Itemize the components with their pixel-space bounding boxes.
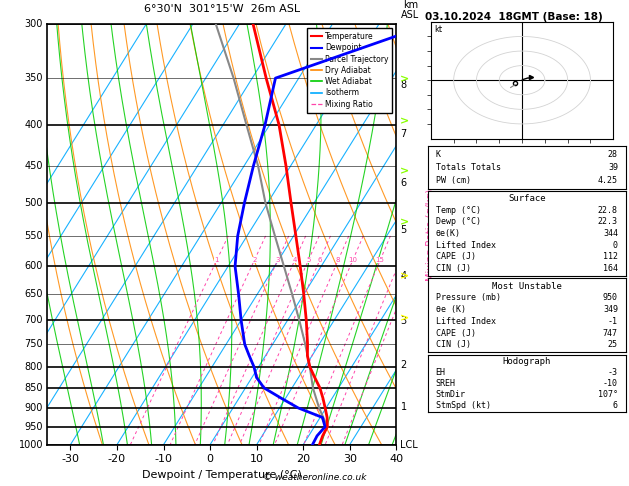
Text: 1: 1 — [214, 258, 219, 263]
Text: 1: 1 — [401, 402, 406, 412]
Text: © weatheronline.co.uk: © weatheronline.co.uk — [263, 473, 366, 482]
Text: 700: 700 — [25, 315, 43, 325]
Text: PW (cm): PW (cm) — [436, 175, 470, 185]
Text: 4.25: 4.25 — [598, 175, 618, 185]
Text: LCL: LCL — [401, 440, 418, 450]
Text: 300: 300 — [25, 19, 43, 29]
Text: Most Unstable: Most Unstable — [492, 281, 562, 291]
Text: θe (K): θe (K) — [436, 305, 465, 314]
Text: Totals Totals: Totals Totals — [436, 163, 501, 172]
Text: Pressure (mb): Pressure (mb) — [436, 294, 501, 302]
Legend: Temperature, Dewpoint, Parcel Trajectory, Dry Adiabat, Wet Adiabat, Isotherm, Mi: Temperature, Dewpoint, Parcel Trajectory… — [307, 28, 392, 112]
Text: 112: 112 — [603, 252, 618, 261]
Text: Temp (°C): Temp (°C) — [436, 206, 481, 215]
Text: 6: 6 — [401, 177, 406, 188]
Text: 5: 5 — [306, 258, 311, 263]
Text: 850: 850 — [25, 383, 43, 393]
Text: 450: 450 — [25, 161, 43, 171]
Text: CIN (J): CIN (J) — [436, 264, 470, 273]
Text: 5: 5 — [401, 225, 407, 235]
Text: 2: 2 — [401, 360, 407, 369]
Text: 2: 2 — [252, 258, 257, 263]
Text: 7: 7 — [401, 129, 407, 139]
Text: 28: 28 — [608, 150, 618, 159]
Text: θe(K): θe(K) — [436, 229, 460, 238]
Text: 350: 350 — [25, 73, 43, 83]
Text: K: K — [436, 150, 441, 159]
Text: 8: 8 — [401, 80, 406, 90]
Text: 39: 39 — [608, 163, 618, 172]
Text: EH: EH — [436, 368, 445, 377]
Text: Surface: Surface — [508, 194, 545, 203]
Text: 4: 4 — [292, 258, 297, 263]
Text: >: > — [399, 313, 409, 324]
Text: 500: 500 — [25, 198, 43, 208]
Text: 6°30'N  301°15'W  26m ASL: 6°30'N 301°15'W 26m ASL — [143, 4, 300, 14]
Text: 550: 550 — [25, 231, 43, 241]
Text: -1: -1 — [608, 317, 618, 326]
Text: 22.8: 22.8 — [598, 206, 618, 215]
Text: Lifted Index: Lifted Index — [436, 317, 496, 326]
Text: >: > — [399, 116, 409, 126]
Text: 03.10.2024  18GMT (Base: 18): 03.10.2024 18GMT (Base: 18) — [425, 12, 603, 22]
Text: CAPE (J): CAPE (J) — [436, 252, 476, 261]
Text: 1000: 1000 — [18, 440, 43, 450]
Text: 349: 349 — [603, 305, 618, 314]
Text: 3: 3 — [276, 258, 280, 263]
Text: 6: 6 — [318, 258, 322, 263]
Text: 15: 15 — [376, 258, 384, 263]
Text: Hodograph: Hodograph — [503, 357, 551, 366]
Text: >: > — [399, 272, 409, 281]
Text: -10: -10 — [603, 379, 618, 388]
Text: 950: 950 — [25, 422, 43, 432]
Text: Dewp (°C): Dewp (°C) — [436, 217, 481, 226]
Text: SREH: SREH — [436, 379, 455, 388]
Text: 107°: 107° — [598, 390, 618, 399]
Text: 400: 400 — [25, 120, 43, 130]
Text: 10: 10 — [348, 258, 357, 263]
Text: >: > — [399, 217, 409, 227]
Text: 6: 6 — [613, 400, 618, 410]
Text: km
ASL: km ASL — [401, 0, 420, 20]
Text: >: > — [399, 166, 409, 176]
Text: CIN (J): CIN (J) — [436, 340, 470, 349]
Text: 650: 650 — [25, 289, 43, 299]
Text: 4: 4 — [401, 271, 406, 280]
Text: 344: 344 — [603, 229, 618, 238]
Text: 750: 750 — [25, 339, 43, 349]
Text: Lifted Index: Lifted Index — [436, 241, 496, 250]
Text: 22.3: 22.3 — [598, 217, 618, 226]
Text: 600: 600 — [25, 261, 43, 271]
Text: StmDir: StmDir — [436, 390, 465, 399]
Text: 900: 900 — [25, 403, 43, 413]
Text: 164: 164 — [603, 264, 618, 273]
Text: 3: 3 — [401, 315, 406, 326]
Text: 0: 0 — [613, 241, 618, 250]
Text: 25: 25 — [608, 340, 618, 349]
Text: CAPE (J): CAPE (J) — [436, 329, 476, 337]
Text: 747: 747 — [603, 329, 618, 337]
X-axis label: Dewpoint / Temperature (°C): Dewpoint / Temperature (°C) — [142, 470, 302, 480]
Text: 950: 950 — [603, 294, 618, 302]
Text: -3: -3 — [608, 368, 618, 377]
Text: kt: kt — [435, 25, 443, 35]
Text: StmSpd (kt): StmSpd (kt) — [436, 400, 491, 410]
Text: 8: 8 — [336, 258, 340, 263]
Text: 800: 800 — [25, 362, 43, 372]
Text: >: > — [399, 74, 409, 84]
Text: Mixing Ratio (g/kg): Mixing Ratio (g/kg) — [426, 189, 436, 280]
